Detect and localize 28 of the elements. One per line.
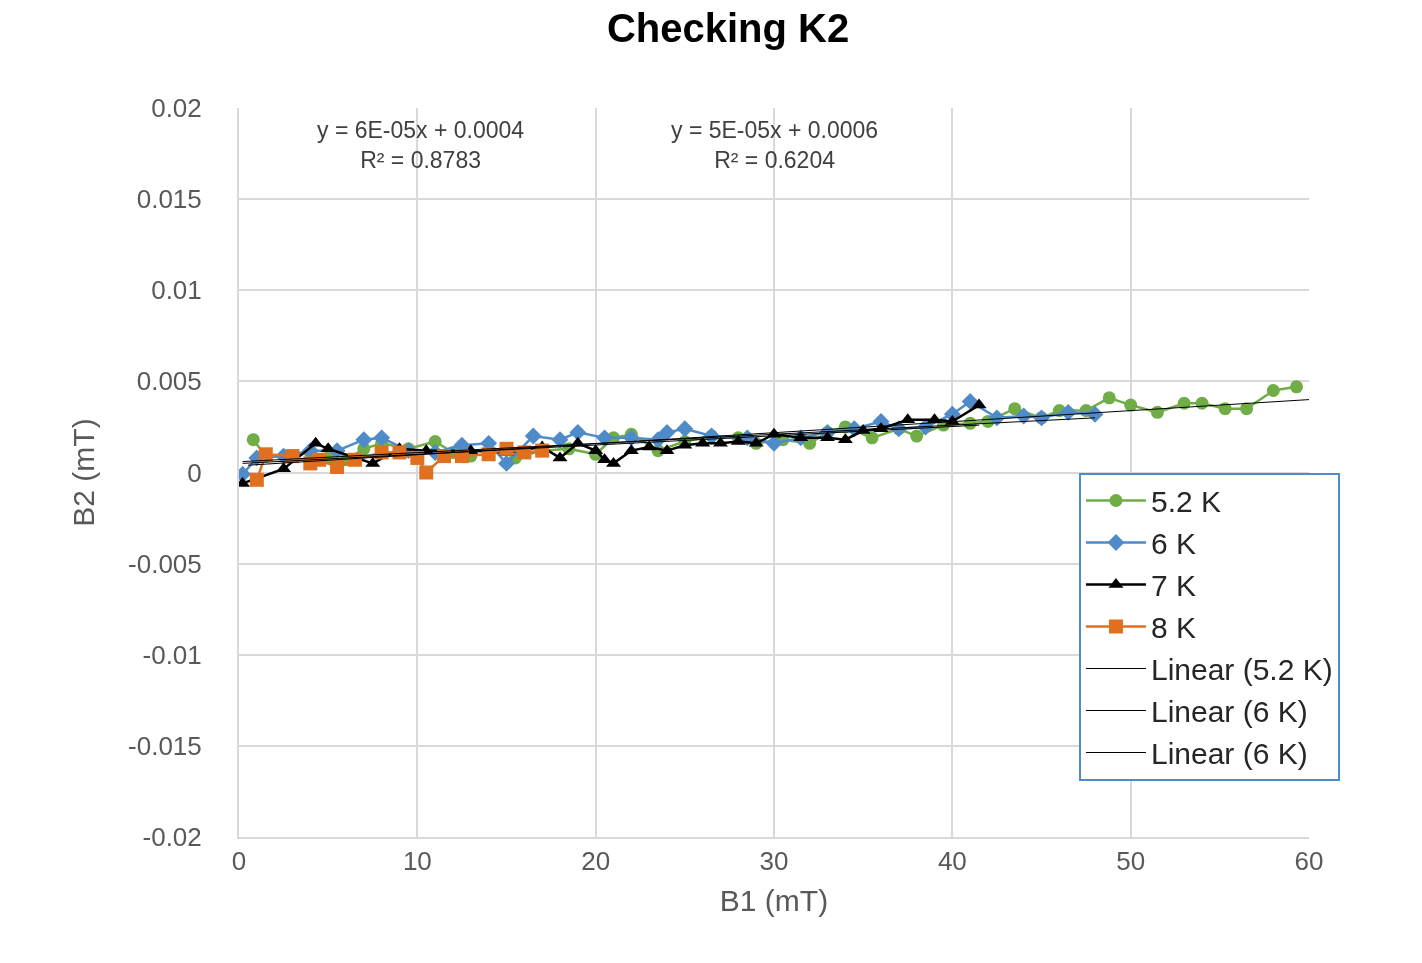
legend-label: 8 K: [1150, 611, 1196, 645]
legend-label: 6 K: [1150, 527, 1196, 561]
x-tick-label: 40: [937, 846, 967, 877]
y-tick-label: -0.005: [128, 548, 202, 579]
y-tick-label: 0.015: [136, 184, 202, 215]
y-tick-label: -0.015: [128, 730, 202, 761]
x-tick-label: 20: [581, 846, 611, 877]
chart-title: Checking K2: [606, 6, 850, 51]
y-tick-label: -0.01: [142, 639, 202, 670]
y-tick-label: 0.02: [151, 93, 202, 124]
y-tick-label: 0: [187, 457, 202, 488]
y-tick-label: 0.01: [151, 275, 202, 306]
x-tick-label: 60: [1294, 846, 1324, 877]
x-axis-title: B1 (mT): [719, 884, 829, 918]
legend-label: 7 K: [1150, 569, 1196, 603]
annotation: y = 5E-05x + 0.0006 R² = 0.6204: [671, 117, 879, 173]
legend-label: 5.2 K: [1150, 485, 1222, 519]
x-tick-label: 10: [402, 846, 432, 877]
annotation: y = 6E-05x + 0.0004 R² = 0.8783: [317, 117, 525, 173]
legend-label: Linear (6 K): [1150, 737, 1308, 771]
x-tick-label: 0: [231, 846, 247, 877]
y-axis-title: B2 (mT): [66, 418, 100, 527]
legend-label: Linear (6 K): [1150, 695, 1308, 729]
y-tick-label: -0.02: [142, 822, 202, 853]
x-tick-label: 30: [759, 846, 789, 877]
y-tick-label: 0.005: [136, 366, 202, 397]
legend-label: Linear (5.2 K): [1150, 653, 1333, 687]
x-tick-label: 50: [1116, 846, 1146, 877]
